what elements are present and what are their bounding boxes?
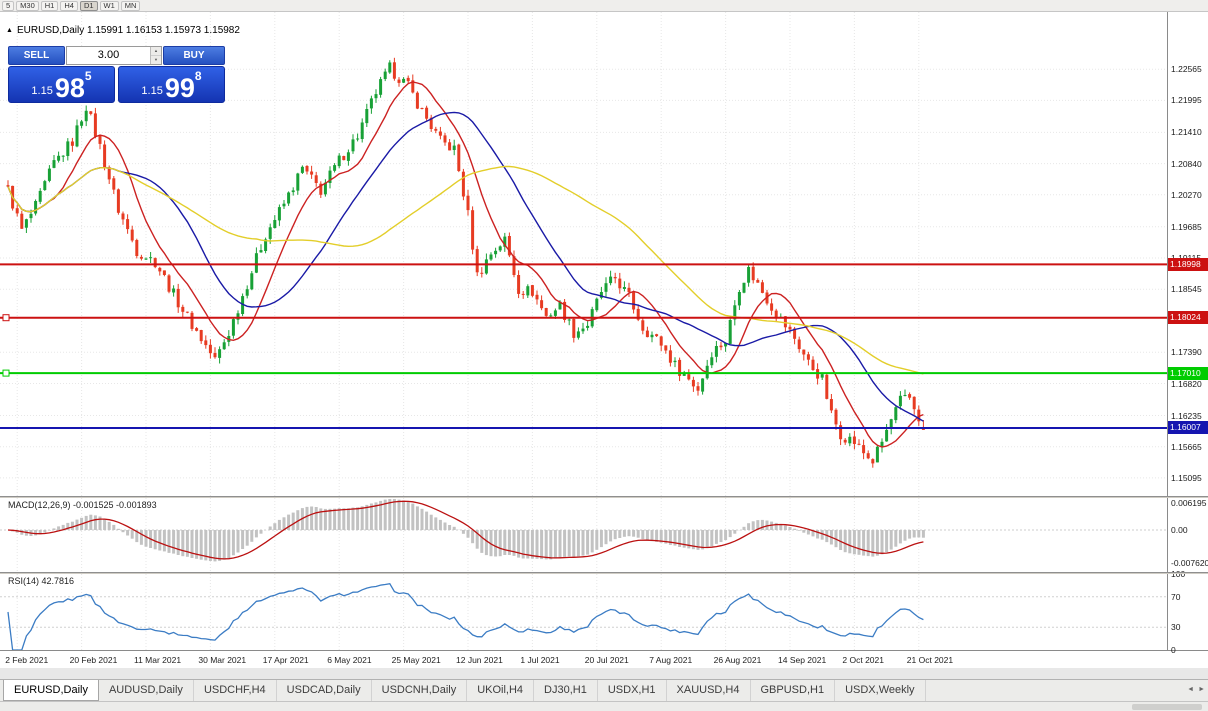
date-label: 2 Oct 2021 (842, 655, 884, 665)
lot-size-field[interactable]: 3.00 ▲ ▼ (66, 46, 162, 65)
date-label: 30 Mar 2021 (198, 655, 247, 665)
bid-price[interactable]: 1.15 98 5 (8, 66, 115, 103)
timeframe-button-h4[interactable]: H4 (60, 0, 78, 11)
price-tag-1.17010[interactable]: 1.17010 (1168, 366, 1208, 380)
chart-tab-eurusd-daily[interactable]: EURUSD,Daily (3, 680, 99, 701)
ask-price[interactable]: 1.15 99 8 (118, 66, 225, 103)
ask-price-point-digit: 8 (194, 69, 202, 83)
rsi-axis-label: 30 (1171, 622, 1181, 633)
price-chart-pane[interactable] (0, 12, 1167, 496)
bid-price-big-digits: 98 (54, 73, 85, 103)
scroll-right-icon[interactable]: ► (1198, 686, 1205, 693)
timeframe-button-5[interactable]: 5 (2, 0, 15, 11)
date-label: 7 Aug 2021 (649, 655, 693, 665)
price-tag-1.16007[interactable]: 1.16007 (1168, 421, 1208, 435)
pane-divider[interactable] (0, 496, 1208, 498)
price-axis-label: 1.19685 (1171, 221, 1202, 232)
price-axis-label: 1.15665 (1171, 441, 1202, 452)
timeframe-button-mn[interactable]: MN (120, 0, 141, 11)
date-label: 2 Feb 2021 (5, 655, 49, 665)
date-axis[interactable]: 2 Feb 2021 20 Feb 2021 11 Mar 2021 30 Mar 2… (0, 650, 1208, 668)
macd-label: MACD(12,26,9) -0.001525 -0.001893 (8, 500, 157, 510)
price-axis-label: 1.17390 (1171, 347, 1202, 358)
lot-size-value[interactable]: 3.00 (97, 49, 120, 61)
chart-window: 1.22565 1.21995 1.21410 1.20840 1.20270 1.196… (0, 12, 1208, 668)
chart-tab-usdcnh-daily[interactable]: USDCNH,Daily (372, 680, 468, 701)
timeframe-button-m30[interactable]: M30 (16, 0, 39, 11)
chart-tab-bar: EURUSD,Daily AUDUSD,Daily USDCHF,H4 USDCAD,… (0, 679, 1208, 701)
price-axis-label: 1.20270 (1171, 189, 1202, 200)
ask-price-big-digits: 99 (164, 73, 195, 103)
chart-ohlc-title: EURUSD,Daily 1.15991 1.16153 1.15973 1.1… (17, 25, 240, 36)
price-axis-label: 1.21410 (1171, 127, 1202, 138)
chart-tab-ukoil-h4[interactable]: UKOil,H4 (467, 680, 535, 701)
chart-tab-usdx-weekly[interactable]: USDX,Weekly (835, 680, 926, 701)
date-label: 11 Mar 2021 (134, 655, 182, 665)
timeframe-button-w1[interactable]: W1 (99, 0, 119, 11)
price-axis-label: 1.22565 (1171, 64, 1202, 75)
date-label: 12 Jun 2021 (456, 655, 503, 665)
price-axis[interactable]: 1.22565 1.21995 1.21410 1.20840 1.20270 1.196… (1167, 12, 1208, 655)
rsi-axis-label: 100 (1171, 569, 1186, 579)
chart-tab-xauusd-h4[interactable]: XAUUSD,H4 (667, 680, 751, 701)
rsi-axis-label: 0 (1171, 645, 1176, 655)
chart-tab-usdcad-daily[interactable]: USDCAD,Daily (277, 680, 372, 701)
tab-scroll-buttons: ◄ ► (1187, 686, 1205, 693)
price-tag-1.18998[interactable]: 1.18998 (1168, 257, 1208, 271)
rsi-label: RSI(14) 42.7816 (8, 576, 75, 586)
price-axis-label: 1.21995 (1171, 95, 1202, 106)
date-label: 1 Jul 2021 (520, 655, 560, 665)
chart-tab-usdchf-h4[interactable]: USDCHF,H4 (194, 680, 277, 701)
price-tag-1.18024[interactable]: 1.18024 (1168, 311, 1208, 325)
date-label: 17 Apr 2021 (262, 655, 309, 665)
sell-button[interactable]: SELL (8, 46, 65, 65)
date-label: 20 Jul 2021 (584, 655, 629, 665)
one-click-trading-panel: SELL 3.00 ▲ ▼ BUY 1.15 98 5 1.15 99 8 (8, 46, 225, 103)
lot-increase-button[interactable]: ▲ (151, 47, 161, 55)
bid-price-point-digit: 5 (84, 69, 92, 83)
timeframe-button-d1[interactable]: D1 (79, 0, 98, 11)
price-axis-label: 1.16820 (1171, 378, 1202, 389)
status-strip (0, 701, 1208, 711)
rsi-axis-label: 70 (1171, 591, 1181, 602)
pane-divider[interactable] (0, 572, 1208, 574)
date-label: 14 Sep 2021 (778, 655, 827, 665)
macd-axis-label: -0.007620 (1171, 557, 1208, 568)
macd-axis-label: 0.00 (1171, 525, 1188, 535)
chart-tab-dj30-h1[interactable]: DJ30,H1 (534, 680, 598, 701)
rsi-indicator-pane[interactable] (0, 574, 1167, 650)
scroll-left-icon[interactable]: ◄ (1187, 686, 1195, 693)
date-label: 21 Oct 2021 (906, 655, 954, 665)
lot-decrease-button[interactable]: ▼ (151, 55, 161, 64)
price-axis-label: 1.16235 (1171, 410, 1202, 421)
macd-axis-label: 0.006195 (1171, 498, 1207, 509)
chart-tab-usdx-h1[interactable]: USDX,H1 (598, 680, 667, 701)
date-label: 25 May 2021 (391, 655, 441, 665)
ask-price-prefix: 1.15 (141, 85, 163, 97)
date-label: 6 May 2021 (327, 655, 372, 665)
price-axis-label: 1.18545 (1171, 284, 1202, 295)
timeframe-toolbar: 5 M30 H1 H4 D1 W1 MN (0, 0, 1208, 12)
timeframe-button-h1[interactable]: H1 (40, 0, 59, 11)
chart-icon: ▲ (6, 27, 13, 34)
price-axis-label: 1.15095 (1171, 472, 1202, 483)
date-label: 20 Feb 2021 (69, 655, 118, 665)
buy-button[interactable]: BUY (163, 46, 225, 65)
price-axis-label: 1.20840 (1171, 158, 1202, 169)
bid-price-prefix: 1.15 (31, 85, 53, 97)
chart-tab-gbpusd-h1[interactable]: GBPUSD,H1 (751, 680, 836, 701)
date-label: 26 Aug 2021 (713, 655, 762, 665)
chart-tab-audusd-daily[interactable]: AUDUSD,Daily (99, 680, 194, 701)
macd-indicator-pane[interactable] (0, 498, 1167, 572)
horizontal-scrollbar-thumb[interactable] (1132, 704, 1202, 710)
